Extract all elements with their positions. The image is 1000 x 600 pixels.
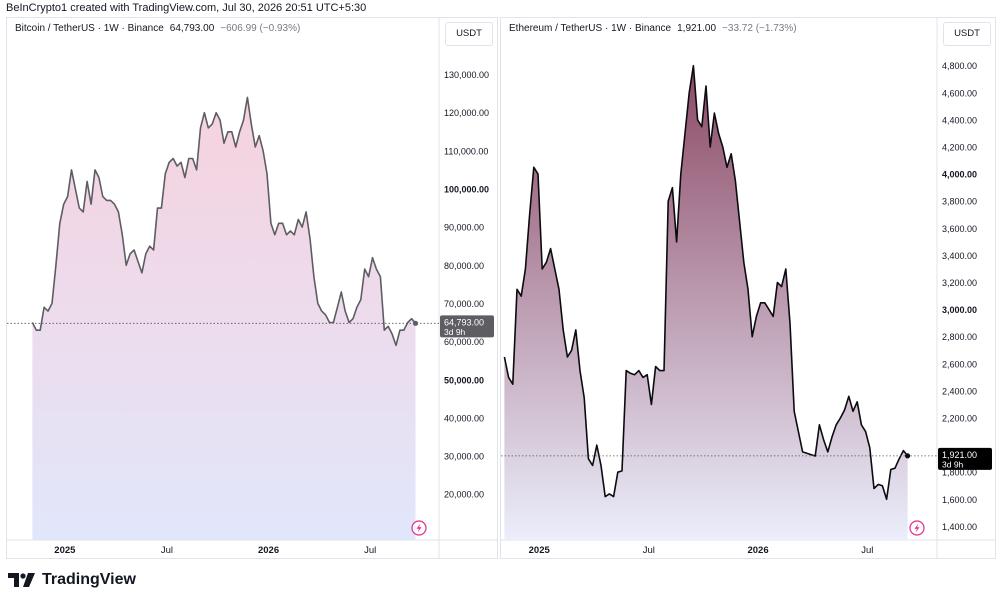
- last-price-label: 1,921.00: [942, 450, 977, 460]
- y-tick-label: 50,000.00: [444, 375, 484, 385]
- y-tick-label: 80,000.00: [444, 261, 484, 271]
- y-tick-label: 4,200.00: [942, 142, 977, 152]
- x-tick-label: Jul: [161, 545, 173, 556]
- y-tick-label: 110,000.00: [444, 146, 488, 156]
- bitcoin-symbol-legend: Bitcoin / TetherUS · 1W · Binance 64,793.…: [15, 23, 300, 34]
- x-tick-label: 2026: [747, 545, 768, 556]
- y-tick-label: 2,200.00: [942, 414, 977, 424]
- y-tick-label: 60,000.00: [444, 337, 484, 347]
- ethereum-chart-panel[interactable]: 1,400.00 1,600.00 1,800.00 2,200.00 2,400.00…: [500, 17, 996, 559]
- price-line: [31, 96, 417, 347]
- x-tick-label: 2025: [54, 545, 76, 556]
- price-area-fill: [32, 97, 416, 541]
- y-tick-label: 30,000.00: [444, 452, 484, 462]
- last-price-dot: [904, 453, 911, 459]
- symbol-change: −606.99 (−0.93%): [220, 23, 301, 34]
- price-area-fill: [504, 65, 908, 540]
- tradingview-logo-icon: [8, 573, 35, 587]
- last-price-label-box: [938, 447, 992, 470]
- y-tick-label: 3,400.00: [942, 251, 977, 261]
- currency-unit-button[interactable]: USDT: [943, 22, 991, 46]
- y-tick-label: 4,600.00: [942, 88, 977, 98]
- last-price-label: 64,793.00: [444, 317, 484, 327]
- bar-countdown-label: 3d 9h: [444, 327, 466, 337]
- bar-countdown-label: 3d 9h: [942, 459, 964, 469]
- symbol-last-value: 1,921.00: [677, 23, 717, 34]
- y-tick-label: 40,000.00: [444, 413, 484, 423]
- y-tick-label: 4,400.00: [942, 115, 977, 125]
- y-tick-label: 3,200.00: [942, 278, 977, 288]
- tradingview-brand: TradingView: [42, 571, 136, 588]
- y-tick-label: 1,600.00: [942, 495, 977, 505]
- price-line: [503, 64, 909, 501]
- y-tick-label: 2,400.00: [942, 386, 977, 396]
- last-price-dot: [412, 320, 419, 326]
- y-tick-label: 130,000.00: [444, 70, 489, 80]
- y-tick-label: 90,000.00: [444, 223, 484, 233]
- x-tick-label: Jul: [643, 545, 655, 556]
- y-tick-label: 3,000.00: [942, 305, 977, 315]
- y-tick-label: 20,000.00: [444, 490, 484, 500]
- symbol-change: −33.72 (−1.73%): [722, 23, 797, 34]
- ethereum-symbol-legend: Ethereum / TetherUS · 1W · Binance 1,921.…: [509, 23, 797, 34]
- y-tick-label: 3,800.00: [942, 197, 977, 207]
- bitcoin-chart[interactable]: 20,000.00 30,000.00 40,000.00 50,000.00 60,0…: [7, 18, 497, 558]
- y-tick-label: 2,800.00: [942, 332, 977, 342]
- y-tick-label: 2,600.00: [942, 359, 977, 369]
- symbol-title: Bitcoin / TetherUS · 1W · Binance: [15, 23, 164, 34]
- y-tick-label: 4,800.00: [942, 61, 977, 71]
- last-price-label-box: [440, 315, 494, 338]
- symbol-last-value: 64,793.00: [169, 23, 215, 34]
- currency-unit-button[interactable]: USDT: [445, 22, 493, 46]
- y-tick-label: 1,800.00: [942, 468, 977, 478]
- y-tick-label: 100,000.00: [444, 184, 489, 194]
- lightning-icon[interactable]: [909, 520, 925, 536]
- x-tick-label: Jul: [364, 545, 376, 556]
- lightning-icon[interactable]: [411, 520, 427, 536]
- y-tick-label: 3,600.00: [942, 224, 977, 234]
- x-tick-label: Jul: [861, 545, 873, 556]
- y-tick-label: 1,400.00: [942, 522, 977, 532]
- tradingview-logo[interactable]: TradingView: [8, 571, 136, 589]
- ethereum-chart[interactable]: 1,400.00 1,600.00 1,800.00 2,200.00 2,400.00…: [501, 18, 995, 558]
- y-tick-label: 70,000.00: [444, 299, 484, 309]
- symbol-title: Ethereum / TetherUS · 1W · Binance: [509, 23, 672, 34]
- x-tick-label: 2025: [529, 545, 551, 556]
- chart-attribution: BeInCrypto1 created with TradingView.com…: [6, 2, 367, 14]
- bitcoin-chart-panel[interactable]: 20,000.00 30,000.00 40,000.00 50,000.00 60,0…: [6, 17, 498, 559]
- y-tick-label: 4,000.00: [942, 170, 977, 180]
- y-tick-label: 120,000.00: [444, 108, 489, 118]
- x-tick-label: 2026: [258, 545, 279, 556]
